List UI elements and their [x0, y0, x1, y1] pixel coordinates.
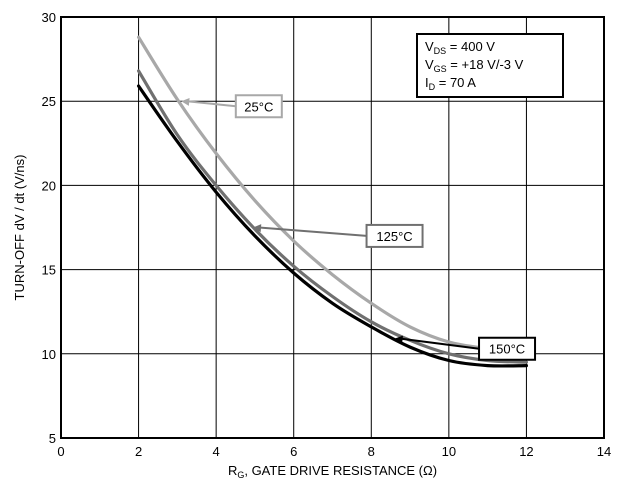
x-tick-label-7: 14 — [597, 444, 611, 459]
y-tick-label-2: 15 — [42, 263, 56, 278]
x-axis-label-sub: G — [237, 470, 244, 480]
x-tick-label-0: 0 — [57, 444, 64, 459]
series-callouts: 25°C 125°C 150°C — [181, 94, 537, 361]
callout-arrow-line-1 — [258, 226, 367, 237]
x-tick-label-1: 2 — [135, 444, 142, 459]
condition-id: ID = 70 A — [425, 75, 476, 92]
condition-id-value: = 70 A — [435, 75, 476, 90]
x-tick-label-5: 10 — [442, 444, 456, 459]
condition-vgs-main: V — [425, 57, 434, 72]
y-tick-label-1: 10 — [42, 347, 56, 362]
series-line-2 — [137, 84, 528, 368]
condition-vgs: VGS = +18 V/-3 V — [425, 57, 524, 74]
callout-box-0 — [234, 94, 283, 119]
callout-2: 150°C — [394, 335, 537, 361]
x-tick-labels: 0 2 4 6 8 10 12 14 — [57, 444, 611, 459]
y-tick-label-5: 30 — [42, 10, 56, 25]
condition-vgs-value: = +18 V/-3 V — [447, 57, 524, 72]
x-tick-label-2: 4 — [213, 444, 220, 459]
callout-arrow-line-2 — [400, 337, 480, 350]
callout-box-1 — [365, 223, 424, 248]
y-tick-label-0: 5 — [49, 431, 56, 446]
test-conditions-box: VDS = 400 V VGS = +18 V/-3 V ID = 70 A — [416, 33, 564, 98]
y-tick-label-3: 20 — [42, 178, 56, 193]
callout-label-0: 25°C — [244, 99, 273, 114]
condition-vds-sub: DS — [434, 46, 447, 56]
condition-id-sub: D — [429, 82, 436, 92]
callout-label-2: 150°C — [489, 342, 525, 357]
test-conditions-frame — [416, 33, 564, 98]
callout-arrow-head-2 — [394, 335, 403, 344]
condition-vds-value: = 400 V — [446, 39, 495, 54]
condition-vds: VDS = 400 V — [425, 39, 495, 56]
callout-arrow-head-1 — [252, 224, 262, 233]
series-line-1 — [137, 69, 528, 364]
y-tick-labels: 5 10 15 20 25 30 — [42, 10, 56, 446]
callout-label-1: 125°C — [376, 229, 412, 244]
series-lines — [137, 35, 528, 368]
callout-0: 25°C — [181, 94, 283, 119]
y-tick-label-4: 25 — [42, 94, 56, 109]
condition-vgs-sub: GS — [434, 64, 447, 74]
condition-id-main: I — [425, 75, 429, 90]
x-tick-label-4: 8 — [368, 444, 375, 459]
callout-arrow-head-0 — [181, 97, 190, 106]
condition-vds-main: V — [425, 39, 434, 54]
x-tick-label-3: 6 — [290, 444, 297, 459]
y-axis-label: TURN-OFF dV / dt (V/ns) — [12, 155, 27, 301]
x-axis-label-main: R — [228, 463, 237, 478]
callout-arrow-line-0 — [187, 100, 236, 108]
x-axis-label-rest: , GATE DRIVE RESISTANCE (Ω) — [244, 463, 437, 478]
plot-frame — [60, 16, 605, 439]
series-line-0 — [137, 35, 490, 351]
x-axis-label: RG, GATE DRIVE RESISTANCE (Ω) — [228, 463, 437, 480]
callout-1: 125°C — [252, 223, 424, 248]
callout-box-2 — [478, 336, 537, 361]
x-tick-label-6: 12 — [519, 444, 533, 459]
